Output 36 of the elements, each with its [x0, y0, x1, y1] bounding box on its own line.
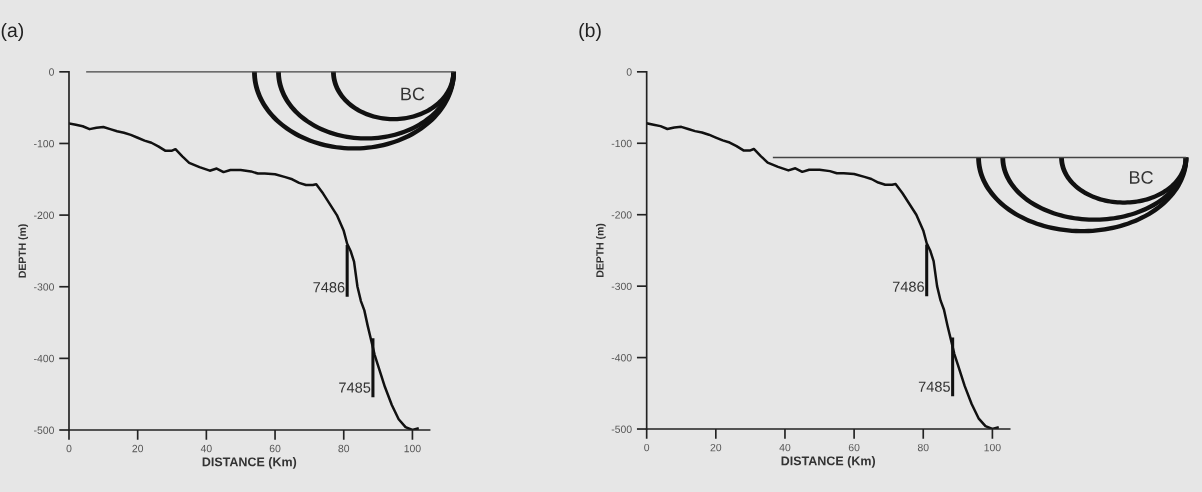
y-tick-label: -400 [611, 354, 632, 362]
x-tick-label: 100 [404, 444, 421, 453]
y-tick-label: 0 [626, 68, 632, 76]
y-tick-label: -500 [34, 426, 55, 434]
y-axis-title: DEPTH (m) [18, 224, 29, 278]
x-tick-label: 60 [848, 443, 860, 452]
text: BC [1129, 171, 1153, 184]
y-tick-label: -200 [611, 211, 632, 219]
y-tick-label: -100 [611, 139, 632, 148]
y-tick-label: -500 [611, 425, 632, 433]
x-tick-label: 20 [710, 443, 722, 452]
x-axis-title: DISTANCE (Km) [781, 456, 876, 468]
chart-title: (b) [579, 22, 601, 42]
y-tick-label: 0 [49, 68, 54, 76]
y-axis-title: DEPTH (m) [595, 223, 606, 277]
series-label: 7485 [918, 381, 950, 392]
series-label: 7485 [339, 382, 371, 393]
x-tick-label: 0 [66, 444, 72, 453]
x-tick-label: 0 [644, 443, 650, 452]
x-tick-label: 40 [200, 444, 212, 453]
y-tick-label: -400 [34, 354, 55, 363]
y-tick-label: -300 [34, 283, 55, 291]
x-tick-label: 60 [269, 444, 281, 453]
chart-title: (a) [1, 22, 24, 42]
series-label: 7486 [313, 282, 345, 293]
x-tick-label: 20 [132, 444, 144, 453]
series-label: 7486 [892, 281, 924, 292]
x-tick-label: 80 [338, 444, 350, 453]
y-tick-label: -300 [611, 282, 632, 291]
annotation: BC [401, 87, 425, 101]
y-tick-label: -200 [34, 211, 55, 219]
x-axis-title: DISTANCE (Km) [202, 457, 297, 469]
x-tick-label: 100 [984, 443, 1001, 452]
x-tick-label: 40 [779, 443, 791, 452]
x-tick-label: 80 [917, 443, 929, 452]
y-tick-label: -100 [34, 139, 55, 148]
